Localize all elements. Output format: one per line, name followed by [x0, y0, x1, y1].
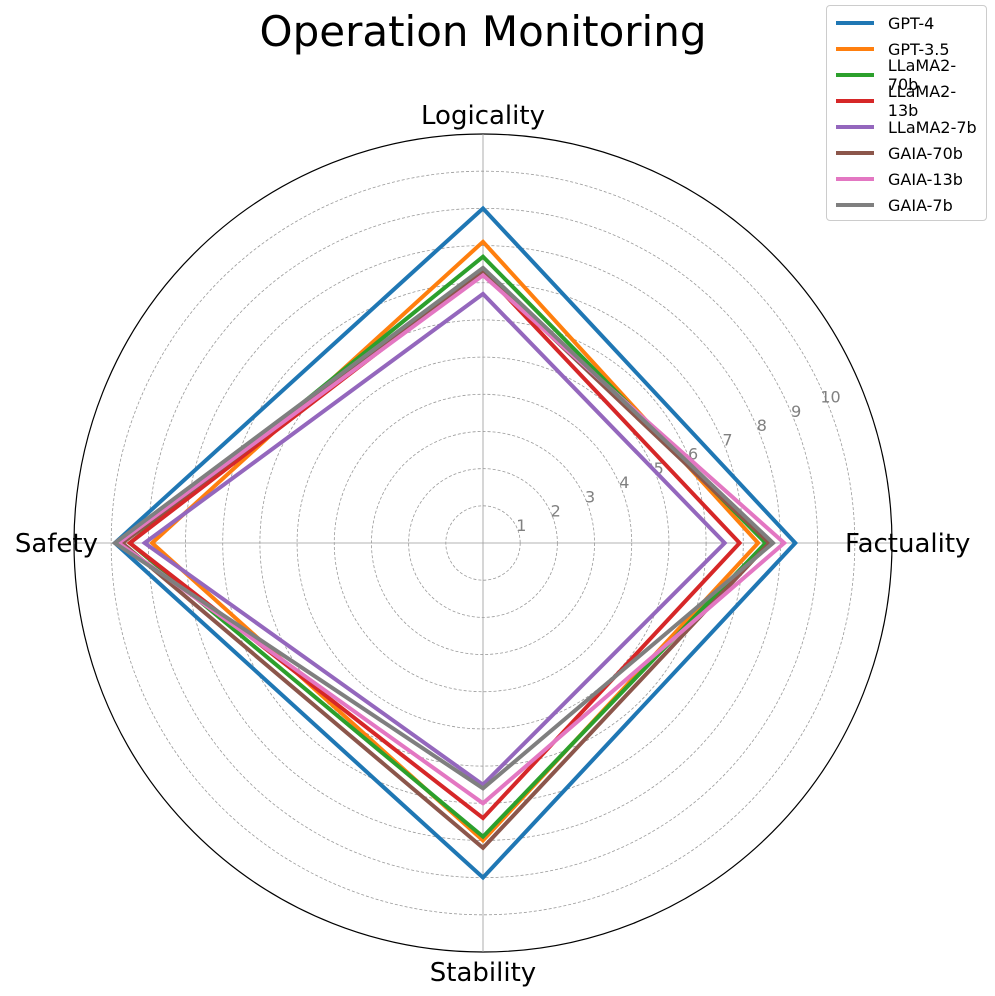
- tick-labels: 1 2 3 4 5 6 7 8 9 10: [516, 388, 840, 535]
- legend-label: GAIA-7b: [888, 195, 953, 215]
- axis-label-stability: Stability: [430, 958, 536, 988]
- legend-swatch: [836, 21, 874, 25]
- tick-label-4: 4: [619, 473, 629, 492]
- legend-swatch: [836, 99, 874, 103]
- legend-item: LLaMA2-13b: [836, 82, 986, 120]
- legend-item: LLaMA2-70b: [836, 56, 986, 94]
- tick-label-1: 1: [516, 516, 526, 535]
- legend-label: GAIA-70b: [888, 143, 963, 163]
- tick-label-2: 2: [551, 502, 561, 521]
- legend-label: GPT-4: [888, 13, 935, 33]
- tick-label-8: 8: [757, 416, 767, 435]
- legend-label: GAIA-13b: [888, 169, 963, 189]
- legend-item: GPT-3.5: [836, 36, 986, 62]
- legend-swatch: [836, 203, 874, 207]
- series-layer: [111, 205, 799, 881]
- series-line-gaia-7b: [111, 265, 776, 791]
- axis-label-logicality: Logicality: [421, 101, 545, 131]
- axis-label-factuality: Factuality: [845, 529, 970, 559]
- tick-label-5: 5: [654, 459, 664, 478]
- legend-item: GPT-4: [836, 10, 986, 36]
- tick-label-3: 3: [585, 487, 595, 506]
- legend-swatch: [836, 151, 874, 155]
- axis-label-safety: Safety: [15, 529, 98, 559]
- tick-label-10: 10: [820, 388, 840, 407]
- tick-label-9: 9: [791, 402, 801, 421]
- legend-item: GAIA-70b: [836, 140, 986, 166]
- legend-swatch: [836, 177, 874, 181]
- tick-label-7: 7: [722, 430, 732, 449]
- legend-item: GAIA-7b: [836, 192, 986, 218]
- legend-item: GAIA-13b: [836, 166, 986, 192]
- legend-item: LLaMA2-7b: [836, 114, 986, 140]
- series-line-llama2-13b: [126, 268, 743, 821]
- series-line-llama2-70b: [126, 254, 769, 840]
- legend-swatch: [836, 47, 874, 51]
- legend-swatch: [836, 73, 874, 77]
- legend-label: GPT-3.5: [888, 39, 950, 59]
- axis-labels: Factuality Logicality Safety Stability: [15, 101, 971, 988]
- series-line-llama2-7b: [141, 291, 728, 788]
- legend: GPT-4 GPT-3.5 LLaMA2-70b LLaMA2-13b LLaMA2-7…: [826, 5, 987, 221]
- legend-label: LLaMA2-70b: [887, 56, 957, 94]
- legend-label: LLaMA2-13b: [887, 82, 957, 120]
- legend-label: LLaMA2-7b: [888, 117, 977, 137]
- series-line-gaia-13b: [115, 272, 788, 806]
- tick-label-6: 6: [688, 445, 698, 464]
- series-line-gpt-3-5: [149, 238, 761, 844]
- chart-title: Operation Monitoring: [260, 7, 707, 56]
- legend-swatch: [836, 125, 874, 129]
